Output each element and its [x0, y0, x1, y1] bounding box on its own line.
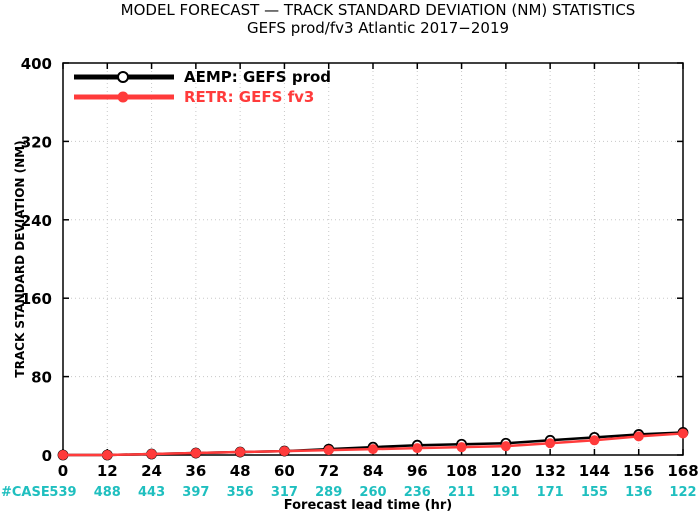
- case-count: 211: [448, 485, 475, 500]
- case-count: 488: [94, 485, 121, 500]
- x-tick-label: 60: [274, 462, 295, 480]
- legend-marker-aemp: [117, 71, 129, 83]
- data-point-1: [323, 445, 334, 456]
- x-tick-label: 72: [318, 462, 339, 480]
- legend-marker-retr: [117, 91, 129, 103]
- y-tick-label: 320: [21, 133, 52, 151]
- legend-label-aemp: AEMP: GEFS prod: [184, 68, 331, 86]
- case-count: 191: [492, 485, 519, 500]
- legend: AEMP: GEFS prod RETR: GEFS fv3: [74, 68, 331, 106]
- y-tick-label: 80: [31, 369, 52, 387]
- case-count: 289: [315, 485, 342, 500]
- x-tick-label: 84: [363, 462, 384, 480]
- tick-labels: 0 12 24 36 48 60 72 84 96 108 120 132 144 156 168 0 80 16…: [21, 55, 699, 500]
- y-tick-label: 0: [42, 447, 52, 465]
- data-point-1: [456, 442, 467, 453]
- x-tick-label: 96: [407, 462, 428, 480]
- x-tick-label: 48: [230, 462, 251, 480]
- case-count: 236: [404, 485, 431, 500]
- legend-label-retr: RETR: GEFS fv3: [184, 88, 314, 106]
- data-point-1: [146, 449, 157, 460]
- chart-subtitle: GEFS prod/fv3 Atlantic 2017−2019: [247, 19, 509, 37]
- x-tick-label: 168: [667, 462, 698, 480]
- chart-title: MODEL FORECAST — TRACK STANDARD DEVIATIO…: [121, 1, 636, 19]
- data-point-1: [279, 446, 290, 457]
- series-layer: [57, 427, 689, 461]
- data-point-1: [235, 447, 246, 458]
- x-tick-label: 132: [534, 462, 565, 480]
- data-point-1: [190, 448, 201, 459]
- data-point-1: [368, 444, 378, 455]
- data-point-1: [589, 435, 600, 446]
- case-count: 317: [271, 485, 298, 500]
- data-point-1: [102, 450, 113, 460]
- case-count: 136: [625, 485, 652, 500]
- data-point-1: [412, 443, 423, 454]
- grid: [63, 63, 683, 455]
- data-point-1: [500, 441, 511, 452]
- case-count: 356: [227, 485, 254, 500]
- y-tick-label: 240: [21, 212, 52, 230]
- case-count: 155: [581, 485, 608, 500]
- case-count: 260: [359, 485, 386, 500]
- case-count: 171: [537, 485, 564, 500]
- x-tick-label: 36: [185, 462, 206, 480]
- case-count: 122: [669, 485, 696, 500]
- x-axis-label: Forecast lead time (hr): [284, 498, 452, 513]
- data-point-1: [545, 438, 556, 449]
- data-point-1: [678, 428, 688, 439]
- case-count: 397: [182, 485, 209, 500]
- data-point-1: [633, 431, 644, 442]
- y-axis-label: TRACK STANDARD DEVIATION (NM): [13, 140, 27, 377]
- data-point-1: [58, 450, 68, 460]
- case-count: 443: [138, 485, 165, 500]
- x-tick-label: 108: [446, 462, 477, 480]
- y-tick-label: 400: [21, 55, 52, 73]
- x-tick-label: 0: [58, 462, 68, 480]
- x-tick-label: 156: [623, 462, 654, 480]
- x-tick-label: 120: [490, 462, 521, 480]
- case-label: #CASE: [1, 485, 50, 500]
- x-tick-label: 12: [97, 462, 118, 480]
- x-tick-label: 144: [579, 462, 610, 480]
- y-tick-label: 160: [21, 290, 52, 308]
- x-tick-label: 24: [141, 462, 162, 480]
- case-count: 539: [49, 485, 76, 500]
